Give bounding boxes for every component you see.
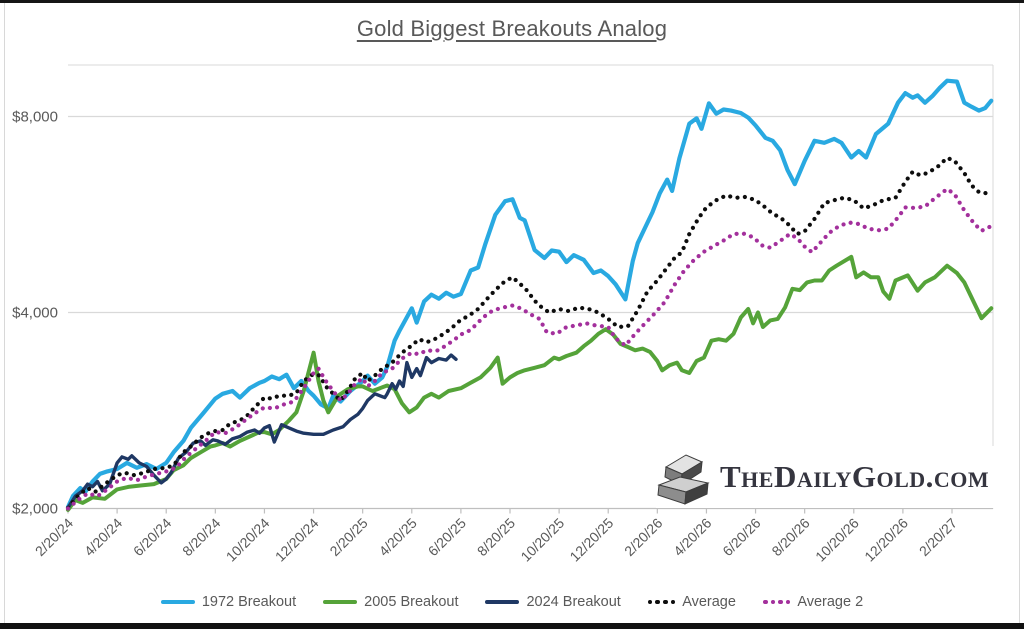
x-tick-label: 12/20/26: [861, 515, 911, 565]
x-tick-label: 4/20/24: [81, 515, 125, 559]
y-tick-label: $4,000: [12, 305, 58, 322]
legend-line-swatch: [485, 600, 520, 604]
legend-label: 2005 Breakout: [364, 594, 459, 610]
legend-item-2024-breakout: 2024 Breakout: [485, 594, 621, 610]
legend-item-1972-breakout: 1972 Breakout: [160, 594, 297, 610]
legend-label: 1972 Breakout: [201, 594, 297, 610]
x-tick-label: 10/20/25: [517, 515, 567, 565]
legend-item-2005-breakout: 2005 Breakout: [323, 594, 458, 610]
logo-text: TheDailyGold.com: [720, 459, 990, 494]
x-tick-label: 6/20/25: [425, 515, 469, 559]
gold-bars-icon: [657, 454, 710, 505]
legend-line-swatch: [323, 600, 358, 604]
x-tick-label: 2/20/25: [326, 515, 370, 559]
legend-dots-swatch: [762, 599, 791, 605]
right-frame-line: [1019, 3, 1020, 623]
page-title: Gold Biggest Breakouts Analog: [0, 16, 1024, 42]
legend-item-average: Average: [647, 594, 736, 610]
x-tick-label: 12/20/24: [272, 515, 322, 565]
legend-line-swatch: [160, 600, 195, 604]
x-tick-label: 6/20/24: [130, 515, 174, 559]
legend-item-average-2: Average 2: [762, 594, 864, 610]
legend-label: 2024 Breakout: [526, 594, 621, 610]
x-tick-label: 2/20/27: [916, 515, 960, 559]
y-tick-label: $8,000: [12, 109, 58, 126]
x-tick-label: 2/20/24: [32, 515, 76, 559]
thedailygold-logo: TheDailyGold.com: [656, 446, 1016, 508]
x-tick-label: 8/20/25: [474, 515, 518, 559]
legend-dots-swatch: [647, 599, 676, 605]
series-line-2005-breakout: [66, 254, 994, 512]
legend-label: Average 2: [797, 594, 864, 610]
x-tick-label: 8/20/26: [768, 515, 812, 559]
series-line-2024-breakout: [66, 353, 458, 510]
x-tick-label: 2/20/26: [621, 515, 665, 559]
x-tick-label: 12/20/25: [566, 515, 616, 565]
top-border: [0, 0, 1024, 3]
x-tick-label: 4/20/26: [670, 515, 714, 559]
left-frame-line: [4, 3, 5, 623]
chart-legend: 1972 Breakout 2005 Breakout 2024 Breakout A…: [0, 594, 1024, 610]
x-tick-label: 6/20/26: [719, 515, 763, 559]
chart-title: Gold Biggest Breakouts Analog: [356, 16, 668, 41]
series-line-average: [65, 155, 994, 510]
y-tick-label: $2,000: [12, 501, 58, 518]
x-tick-label: 8/20/24: [179, 515, 223, 559]
series-line-1972-breakout: [65, 78, 994, 510]
x-tick-label: 10/20/26: [812, 515, 862, 565]
series-line-average-2: [65, 186, 994, 511]
x-tick-label: 4/20/25: [376, 515, 420, 559]
legend-label: Average: [682, 594, 736, 610]
x-tick-label: 10/20/24: [223, 515, 273, 565]
bottom-border: [0, 623, 1024, 629]
